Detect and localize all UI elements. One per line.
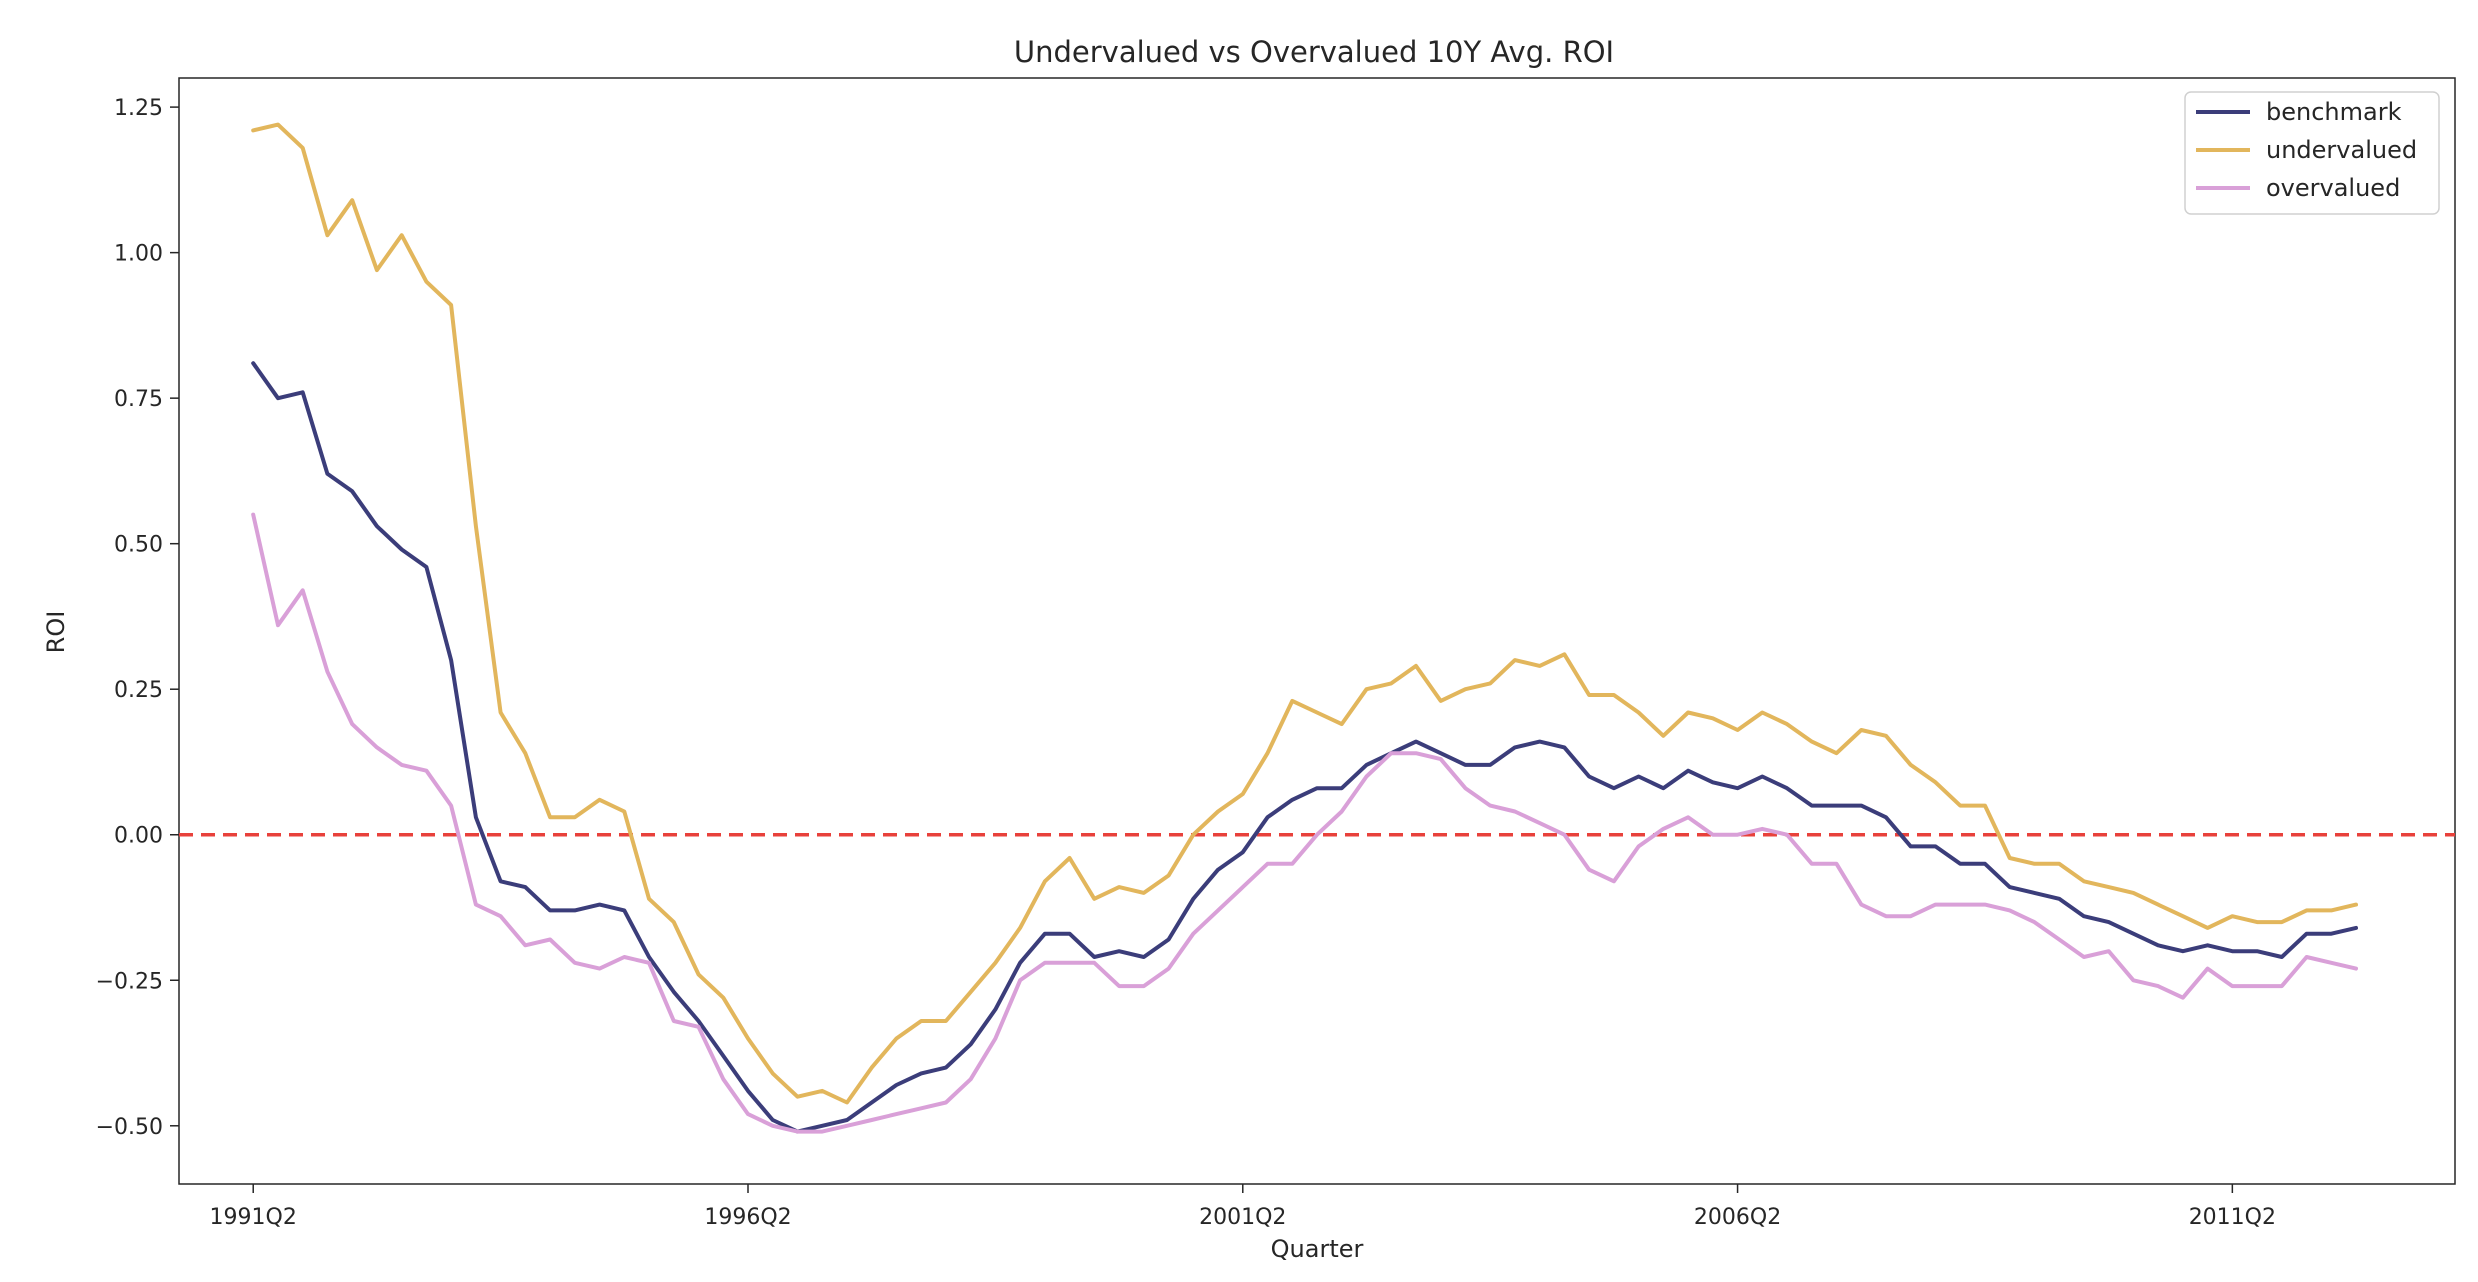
- x-tick-label: 2001Q2: [1199, 1205, 1286, 1230]
- legend-label-undervalued: undervalued: [2266, 136, 2417, 164]
- series-line-benchmark: [251, 361, 2358, 1134]
- y-axis-label: ROI: [42, 611, 70, 654]
- y-tick-label: 1.00: [114, 242, 163, 267]
- legend-label-overvalued: overvalued: [2266, 174, 2400, 202]
- plot-area: [178, 77, 2456, 1185]
- plot-frame: [178, 77, 2456, 1185]
- y-tick-label: 1.25: [114, 96, 163, 121]
- series-line-undervalued: [251, 122, 2358, 1105]
- y-tick-label: 0.25: [114, 678, 163, 703]
- y-tick-label: 0.00: [114, 824, 163, 849]
- y-tick-label: 0.50: [114, 533, 163, 558]
- legend-frame: [2184, 91, 2440, 215]
- x-axis: 1991Q2 1996Q2 2001Q2 2006Q2 2011Q2: [210, 1184, 2276, 1230]
- y-tick-label: −0.50: [96, 1115, 163, 1140]
- y-axis: −0.50 −0.25 0.00 0.25 0.50 0.75 1.00 1.25: [96, 96, 179, 1140]
- legend-label-benchmark: benchmark: [2266, 98, 2402, 126]
- x-tick-label: 2011Q2: [2189, 1205, 2276, 1230]
- chart-title: Undervalued vs Overvalued 10Y Avg. ROI: [1014, 35, 1614, 69]
- x-tick-label: 2006Q2: [1694, 1205, 1781, 1230]
- x-axis-label: Quarter: [1271, 1235, 1364, 1263]
- series-line-overvalued: [251, 512, 2358, 1134]
- y-tick-label: −0.25: [96, 969, 163, 994]
- x-tick-label: 1991Q2: [210, 1205, 297, 1230]
- series-group: [251, 122, 2358, 1134]
- y-tick-label: 0.75: [114, 387, 163, 412]
- legend: benchmark undervalued overvalued: [2184, 91, 2440, 215]
- x-tick-label: 1996Q2: [704, 1205, 791, 1230]
